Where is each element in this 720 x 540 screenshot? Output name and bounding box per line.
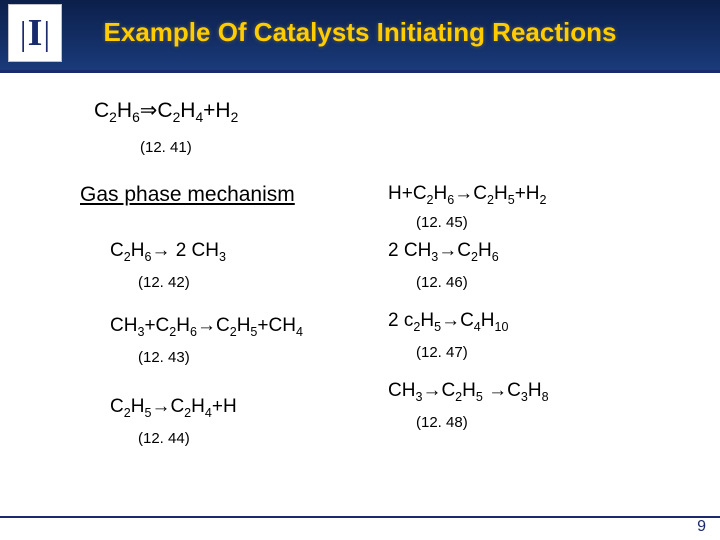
- equation-right-2: 2 c2H5→C4H10: [388, 310, 508, 332]
- page-number: 9: [697, 518, 706, 536]
- footer-bar: 9: [0, 516, 720, 540]
- content-area: C2H6⇒C2H4+H2 (12. 41) Gas phase mechanis…: [0, 80, 720, 510]
- logo: I: [8, 4, 62, 62]
- page-title: Example Of Catalysts Initiating Reaction…: [70, 0, 650, 66]
- logo-letter: I: [19, 11, 51, 55]
- top-equation-number: (12. 41): [140, 139, 192, 156]
- equation-right-1: 2 CH3→C2H6: [388, 240, 499, 262]
- equation-right-3-number: (12. 48): [416, 414, 468, 431]
- equation-left-2-number: (12. 43): [138, 349, 190, 366]
- slide: I Example Of Catalysts Initiating Reacti…: [0, 0, 720, 540]
- equation-left-3: C2H5→C2H4+H: [110, 396, 237, 418]
- equation-right-0: H+C2H6→C2H5+H2: [388, 183, 547, 205]
- equation-left-3-number: (12. 44): [138, 430, 190, 447]
- equation-right-3: CH3→C2H5 →C3H8: [388, 380, 549, 402]
- equation-left-2: CH3+C2H6→C2H5+CH4: [110, 315, 303, 337]
- equation-right-2-number: (12. 47): [416, 344, 468, 361]
- title-underline: [0, 70, 720, 73]
- equation-right-1-number: (12. 46): [416, 274, 468, 291]
- equation-right-0-number: (12. 45): [416, 214, 468, 231]
- section-heading: Gas phase mechanism: [80, 183, 295, 207]
- top-equation: C2H6⇒C2H4+H2: [94, 98, 238, 123]
- equation-left-1-number: (12. 42): [138, 274, 190, 291]
- equation-left-1: C2H6→ 2 CH3: [110, 240, 226, 262]
